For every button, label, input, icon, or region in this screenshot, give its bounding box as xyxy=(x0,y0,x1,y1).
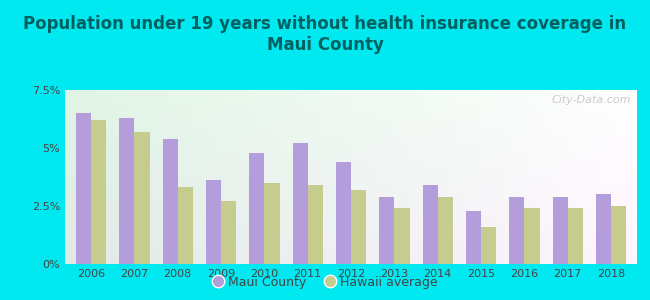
Bar xyxy=(292,143,307,264)
Bar xyxy=(509,197,525,264)
Text: City-Data.com: City-Data.com xyxy=(552,95,631,105)
Bar xyxy=(91,120,106,264)
Bar xyxy=(466,211,481,264)
Bar xyxy=(119,118,135,264)
Bar xyxy=(249,153,265,264)
Bar xyxy=(135,132,150,264)
Bar xyxy=(422,185,437,264)
Bar xyxy=(379,197,395,264)
Bar xyxy=(206,181,221,264)
Legend: Maui County, Hawaii average: Maui County, Hawaii average xyxy=(208,271,442,294)
Bar xyxy=(351,190,366,264)
Bar xyxy=(481,227,496,264)
Bar xyxy=(552,197,567,264)
Bar xyxy=(221,201,236,264)
Bar xyxy=(567,208,583,264)
Bar xyxy=(611,206,626,264)
Bar xyxy=(162,139,177,264)
Bar xyxy=(437,197,453,264)
Bar xyxy=(395,208,410,264)
Bar xyxy=(336,162,351,264)
Bar xyxy=(177,188,193,264)
Bar xyxy=(307,185,323,264)
Text: Population under 19 years without health insurance coverage in
Maui County: Population under 19 years without health… xyxy=(23,15,627,54)
Bar xyxy=(525,208,540,264)
Bar xyxy=(596,194,611,264)
Bar xyxy=(76,113,91,264)
Bar xyxy=(265,183,279,264)
